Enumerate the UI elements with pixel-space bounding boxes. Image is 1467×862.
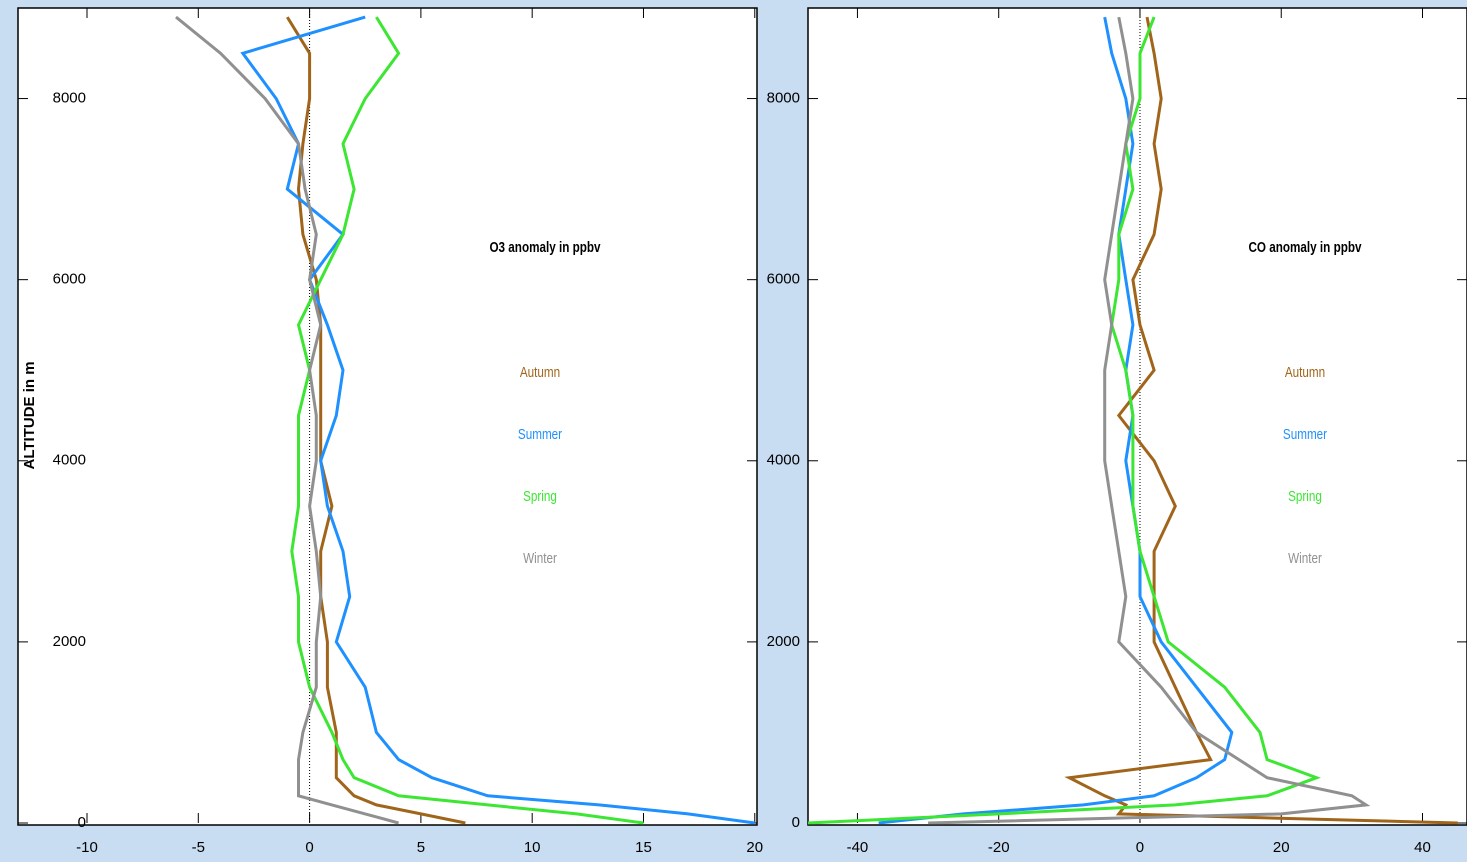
y-tick-label: 4000 <box>767 452 800 469</box>
chart-title: O3 anomaly in ppbv <box>489 239 601 256</box>
y-tick-label: 2000 <box>767 633 800 650</box>
x-tick-label: -20 <box>988 839 1010 856</box>
x-tick-label: 40 <box>1414 839 1431 856</box>
legend-entry: Winter <box>1288 550 1322 567</box>
x-tick-label: 0 <box>305 839 313 856</box>
legend-entry: Spring <box>523 488 557 505</box>
y-tick-label: 6000 <box>53 271 86 288</box>
y-tick-label: 2000 <box>53 633 86 650</box>
y-tick-label: 0 <box>78 814 86 831</box>
series-line <box>928 16 1371 825</box>
x-tick-label: 10 <box>524 839 541 856</box>
plot-area <box>17 7 758 826</box>
x-tick-label: 20 <box>1273 839 1290 856</box>
x-tick-label: -40 <box>847 839 869 856</box>
legend-entry: Summer <box>1283 426 1328 443</box>
y-axis-label: ALTITUDE in m <box>21 361 38 469</box>
y-tick-label: 8000 <box>53 90 86 107</box>
legend-entry: Autumn <box>520 364 560 381</box>
x-tick-label: 5 <box>417 839 425 856</box>
y-tick-label: 0 <box>792 814 800 831</box>
x-tick-label: 0 <box>1136 839 1144 856</box>
series-line <box>1064 16 1458 825</box>
x-tick-label: 15 <box>635 839 652 856</box>
x-tick-label: -5 <box>192 839 205 856</box>
y-tick-label: 6000 <box>767 271 800 288</box>
legend-entry: Autumn <box>1285 364 1325 381</box>
series-line <box>290 16 644 825</box>
series-line <box>240 15 756 825</box>
series-line <box>175 15 399 825</box>
x-tick-label: -10 <box>76 839 98 856</box>
series-line <box>286 16 466 825</box>
legend-entry: Winter <box>523 550 557 567</box>
legend-entry: Summer <box>518 426 563 443</box>
y-tick-label: 4000 <box>53 452 86 469</box>
x-tick-label: 20 <box>746 839 763 856</box>
chart-title: CO anomaly in ppbv <box>1248 239 1361 256</box>
plot-area <box>807 7 1467 826</box>
y-tick-label: 8000 <box>767 90 800 107</box>
legend-entry: Spring <box>1288 488 1322 505</box>
